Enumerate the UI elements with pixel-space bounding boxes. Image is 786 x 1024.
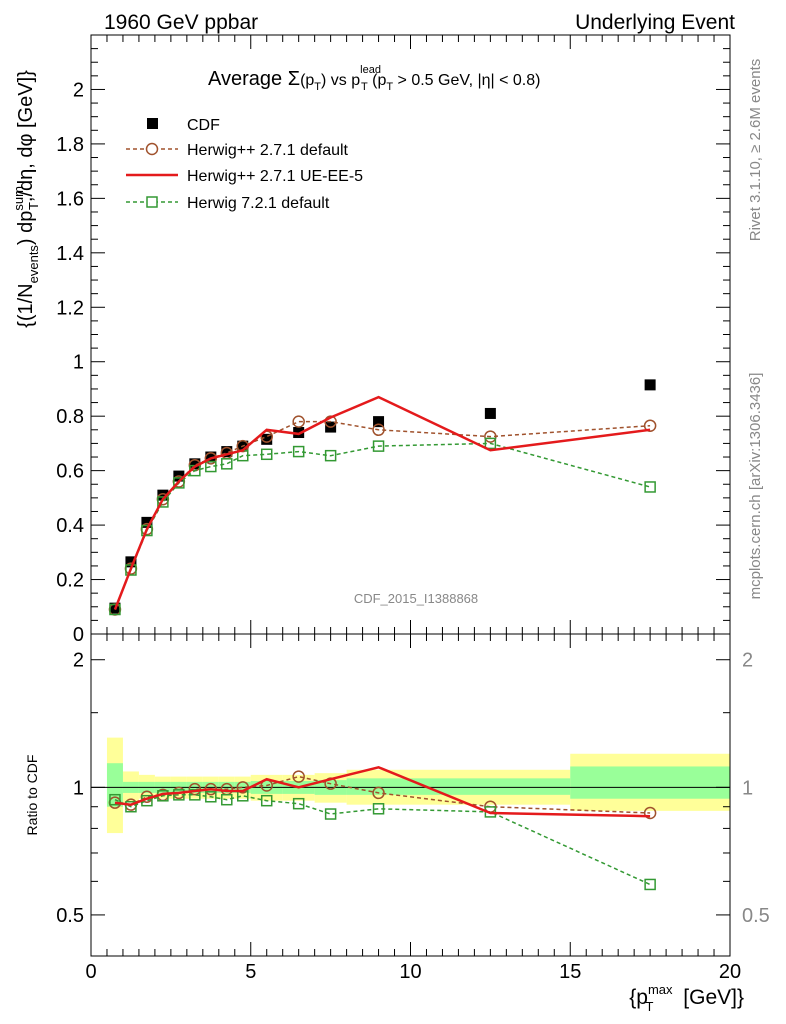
legend-marker-herwig721 [146,196,158,208]
analysis-watermark: CDF_2015_I1388868 [354,591,478,606]
legend-label-herwig-ueee5: Herwig++ 2.7.1 UE-EE-5 [187,168,363,185]
y-tick-label: 1.2 [56,297,84,319]
x-tick-label: 15 [559,961,581,983]
herwig-default-point [484,430,497,443]
ratio-herwig-ueee5-line [114,765,651,818]
y-tick-label: 2 [73,79,84,101]
herwig721-point [292,445,305,458]
cdf-data-point [261,433,273,445]
ratio-y-tick-label: 2 [73,650,84,672]
legend-item-herwig-ueee5: Herwig++ 2.7.1 UE-EE-5 [126,168,363,185]
ratio-band-green [410,778,571,795]
cdf-data-point [484,407,496,419]
ratio-herwig721-point [205,791,217,803]
legend-item-herwig-default: Herwig++ 2.7.1 default [126,142,349,159]
herwig-default-line [114,420,651,610]
main-panel: 0 0.2 0.4 0.6 0.8 1 1.2 1.4 1.6 1.8 2 Average Σ(pT… [11,34,731,646]
y-tick-label: 0.8 [56,406,84,428]
herwig721-point [221,458,233,470]
legend-item-cdf: CDF [147,117,220,134]
ratio-herwig-default-point [220,782,234,796]
herwig721-point [157,496,169,508]
y-tick-label: 1 [73,352,84,374]
legend-item-herwig721: Herwig 7.2.1 default [126,195,330,212]
ratio-herwig721-point [237,790,249,802]
y-tick-label: 0 [73,624,84,646]
ratio-panel: 0.5 0.51 12 20 5 10 15 20 Ratio to CDF {pmax T [… [24,633,770,1014]
ratio-herwig-default-point [643,806,657,820]
ratio-herwig721-point [644,878,656,891]
ratio-herwig721-point [324,808,337,820]
ratio-herwig721-point [109,793,121,806]
rivet-label: Rivet 3.1.10, ≥ 2.6M events [747,59,764,242]
legend-marker-cdf [147,118,158,129]
header-left: 1960 GeV ppbar [104,11,258,34]
herwig-default-point [372,423,385,437]
legend-label-herwig-default: Herwig++ 2.7.1 default [187,142,349,159]
cdf-data-point [221,446,233,458]
herwig721-point [125,564,137,576]
ratio-herwig721-point [173,789,185,801]
cdf-data-point [125,556,137,568]
cdf-data-point [157,489,169,501]
cdf-data-point [644,379,656,391]
ratio-herwig721-point [292,797,305,810]
x-axis-label: {pmax T [GeV]} [629,982,744,1014]
ratio-herwig721-point [372,803,385,815]
y-tick-label: 1.6 [56,188,84,210]
legend: CDF Herwig++ 2.7.1 default Herwig++ 2.7.… [126,117,363,212]
y-tick-label: 1.8 [56,134,84,156]
herwig721-point [484,437,497,450]
cdf-data-point [189,458,201,470]
ratio-herwig721-point [260,794,273,807]
herwig721-point [260,448,273,461]
ratio-y-tick-label-right: 2 [742,650,753,672]
ratio-y-tick-label: 1 [73,777,84,799]
ratio-band-green [346,778,411,795]
y-axis-label: {(1/Nevents) dpsumT,/dη, dφ [GeV]} [11,70,41,328]
herwig721-point [173,477,185,489]
ratio-band-green [106,763,123,807]
ratio-herwig-default-point [292,770,305,783]
ratio-herwig721-point [221,793,233,806]
cdf-data-point [141,516,153,528]
herwig721-point [141,524,153,537]
y-tick-label: 0.2 [56,570,84,592]
herwig721-point [644,481,656,493]
x-tick-label: 0 [85,961,96,983]
herwig-ueee5-line [113,395,651,610]
y-tick-label: 0.6 [56,461,84,483]
ratio-y-label: Ratio to CDF [24,755,40,836]
cdf-data-point [205,451,217,463]
header-right: Underlying Event [575,11,735,34]
herwig-default-point [292,415,305,428]
herwig-default-point [204,452,218,465]
x-tick-label: 20 [719,961,741,983]
ratio-herwig721-line [114,794,651,886]
legend-label-herwig721: Herwig 7.2.1 default [187,195,330,212]
ratio-band-green [570,766,730,799]
herwig-default-point [643,419,657,432]
y-tick-label: 0.4 [56,515,84,537]
x-tick-label: 10 [399,961,421,983]
x-tick-label: 5 [245,961,256,983]
ratio-herwig721-point [125,800,137,813]
ratio-y-tick-label-right: 1 [742,777,753,799]
ratio-y-tick-label-right: 0.5 [742,905,770,927]
ratio-herwig-default-line [114,775,651,814]
legend-label-cdf: CDF [187,117,220,134]
chart-title: Average Σ(pT) vs plead T (pT > 0.5 GeV, |… [208,64,540,93]
herwig721-point [205,460,217,473]
cdf-data-point [373,416,385,428]
herwig721-point [324,449,337,462]
legend-marker-herwig-default [145,142,159,156]
ratio-y-tick-label: 0.5 [56,905,84,927]
herwig721-point [109,603,121,616]
mcplots-label: mcplots.cern.ch [arXiv:1306.3436] [747,373,764,600]
herwig721-point [372,440,385,452]
ratio-herwig-default-point [372,786,385,800]
y-tick-label: 1.4 [56,243,84,265]
